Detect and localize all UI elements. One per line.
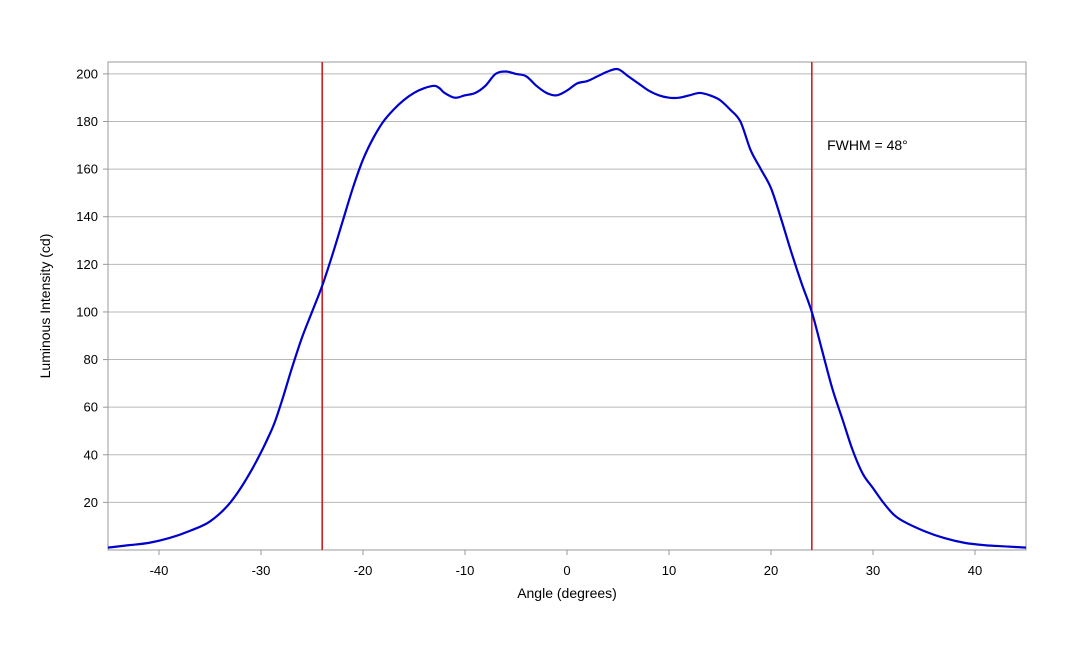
y-tick-label: 60 (84, 400, 98, 415)
x-tick-label: 0 (563, 563, 570, 578)
x-tick-label: 10 (662, 563, 676, 578)
fwhm-annotation: FWHM = 48° (827, 137, 908, 153)
intensity-curve (107, 67, 1027, 549)
x-tick-label: -20 (354, 563, 373, 578)
y-tick-label: 40 (84, 447, 98, 462)
y-tick-label: 100 (76, 304, 98, 319)
y-tick-label: 20 (84, 495, 98, 510)
x-tick-label: 30 (866, 563, 880, 578)
x-tick-label: -10 (456, 563, 475, 578)
y-tick-labels: 20 40 60 80 100 120 140 160 180 200 (76, 66, 108, 510)
x-tick-label: -30 (252, 563, 271, 578)
x-tick-label: 20 (764, 563, 778, 578)
fwhm-markers (321, 62, 813, 550)
y-axis-title: Luminous Intensity (cd) (37, 234, 53, 379)
x-tick-label: 40 (968, 563, 982, 578)
y-tick-label: 80 (84, 352, 98, 367)
y-tick-label: 120 (76, 257, 98, 272)
y-tick-label: 180 (76, 114, 98, 129)
series-layer (107, 67, 1027, 549)
y-tick-label: 160 (76, 162, 98, 177)
y-tick-label: 140 (76, 209, 98, 224)
y-tick-label: 200 (76, 66, 98, 81)
annotation-layer: FWHM = 48° (827, 137, 908, 153)
x-tick-label: -40 (150, 563, 169, 578)
x-tick-labels: -40 -30 -20 -10 0 10 20 30 40 (150, 550, 982, 578)
x-axis-title: Angle (degrees) (517, 585, 617, 601)
